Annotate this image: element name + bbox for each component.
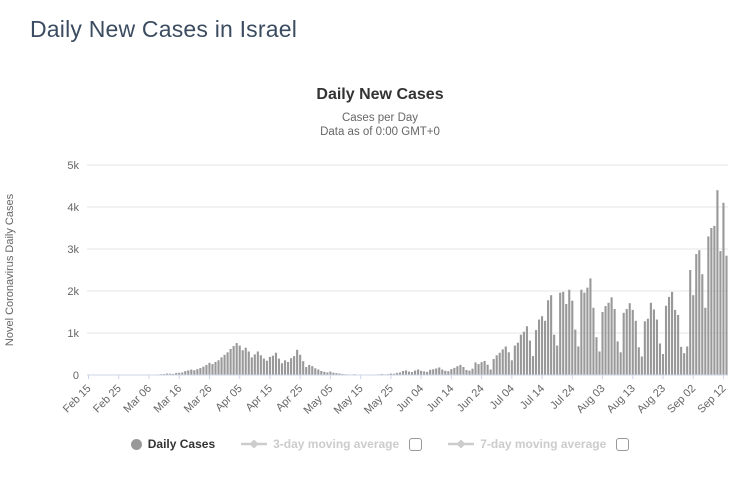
page-title: Daily New Cases in Israel: [30, 16, 298, 42]
chart-title: Daily New Cases: [316, 86, 444, 103]
legend-3day-label: 3-day moving average: [273, 437, 400, 451]
svg-text:Feb 25: Feb 25: [91, 383, 124, 416]
svg-text:Jun 24: Jun 24: [455, 383, 487, 415]
svg-text:Sep 12: Sep 12: [695, 383, 728, 416]
legend-daily-cases-label: Daily Cases: [147, 437, 216, 451]
legend-7day-label: 7-day moving average: [480, 437, 607, 451]
svg-text:May 25: May 25: [362, 383, 396, 417]
svg-text:2k: 2k: [67, 286, 79, 298]
svg-text:3k: 3k: [67, 244, 79, 256]
svg-text:Feb 15: Feb 15: [61, 383, 94, 416]
chart-subtitle-line1: Cases per Day: [341, 112, 419, 124]
line-diamond-marker-icon: [241, 439, 268, 449]
7day-moving-average-checkbox[interactable]: [616, 437, 630, 451]
svg-text:4k: 4k: [67, 202, 79, 214]
svg-text:5k: 5k: [67, 160, 79, 172]
svg-text:Jun 14: Jun 14: [425, 383, 457, 415]
svg-text:May 05: May 05: [302, 383, 336, 417]
svg-text:Aug 23: Aug 23: [635, 383, 668, 416]
svg-text:Novel Coronavirus Daily Cases: Novel Coronavirus Daily Cases: [4, 193, 16, 346]
daily-cases-marker-icon: [130, 438, 142, 450]
svg-text:Apr 25: Apr 25: [274, 383, 305, 414]
svg-text:Mar 26: Mar 26: [182, 383, 215, 416]
svg-text:Jul 24: Jul 24: [548, 383, 577, 412]
svg-text:Jul 14: Jul 14: [518, 383, 547, 412]
legend-item-daily-cases[interactable]: Daily Cases: [130, 437, 216, 451]
svg-text:Sep 02: Sep 02: [665, 383, 698, 416]
svg-text:1k: 1k: [67, 328, 79, 340]
svg-text:Apr 05: Apr 05: [213, 383, 244, 414]
svg-text:Aug 13: Aug 13: [605, 383, 638, 416]
3day-moving-average-checkbox[interactable]: [409, 437, 423, 451]
legend-item-7day-moving-average[interactable]: 7-day moving average: [448, 437, 606, 451]
svg-text:Mar 16: Mar 16: [152, 383, 185, 416]
svg-text:Jun 04: Jun 04: [394, 383, 426, 415]
svg-text:Apr 15: Apr 15: [244, 383, 275, 414]
svg-text:Jul 04: Jul 04: [488, 383, 517, 412]
svg-text:0: 0: [73, 370, 79, 382]
line-diamond-marker-icon: [448, 439, 475, 449]
svg-text:Aug 03: Aug 03: [574, 383, 607, 416]
svg-text:May 15: May 15: [332, 383, 366, 417]
chart-legend: Daily Cases 3-day moving average 7-day m…: [0, 437, 750, 451]
legend-item-3day-moving-average[interactable]: 3-day moving average: [241, 437, 399, 451]
chart-subtitle-line2: Data as of 0:00 GMT+0: [320, 126, 440, 138]
svg-text:Mar 06: Mar 06: [121, 383, 154, 416]
